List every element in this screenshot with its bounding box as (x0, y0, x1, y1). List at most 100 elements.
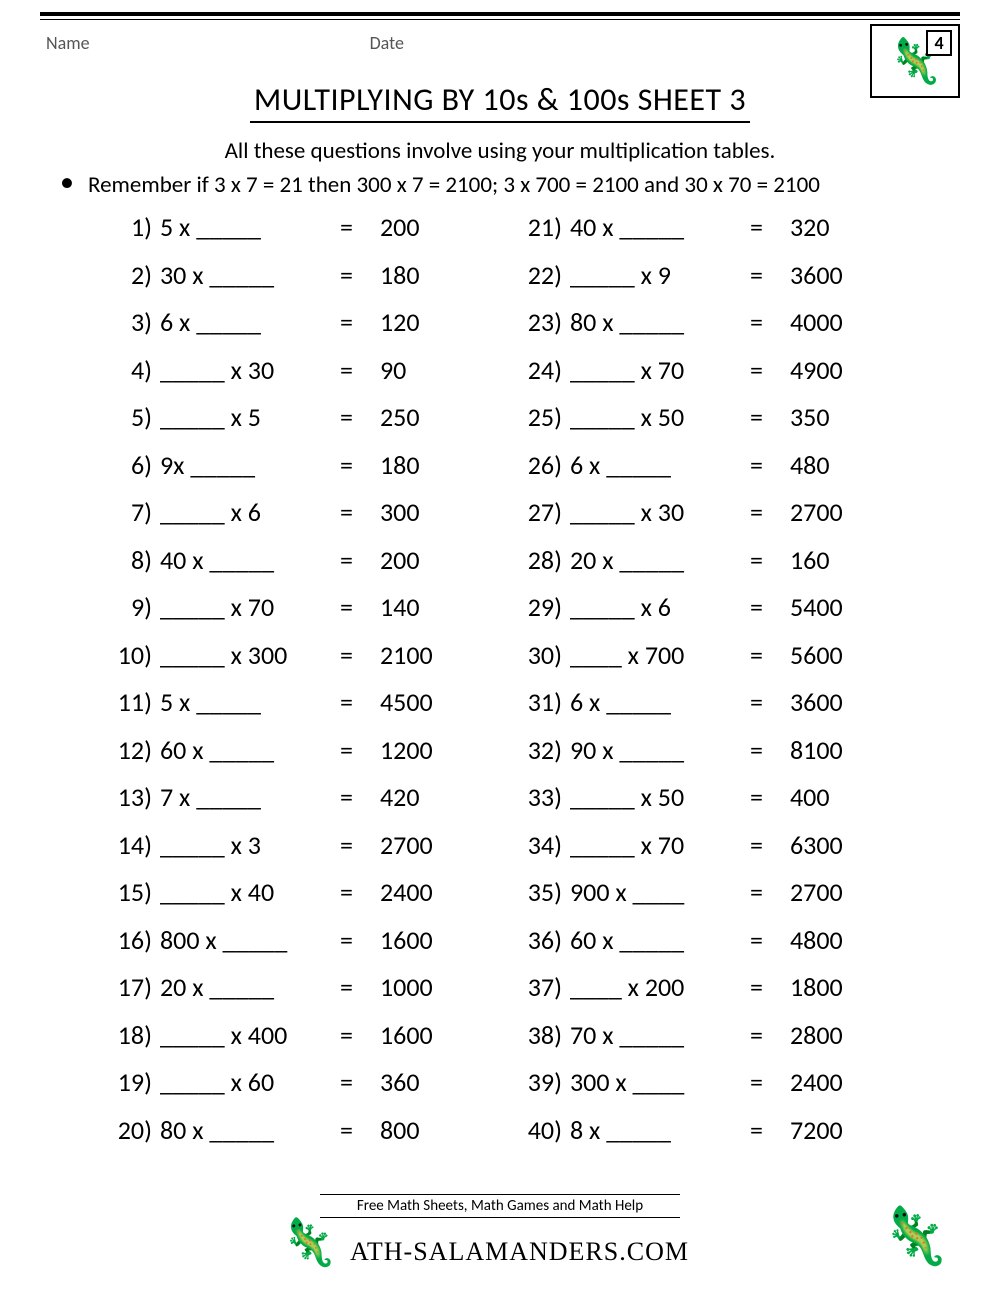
equals-sign: = (340, 544, 380, 576)
question-answer: 480 (790, 449, 880, 481)
name-label: Name (46, 32, 90, 54)
question-expression: 6 x _____ (570, 686, 750, 718)
question-number: 30) (510, 639, 570, 671)
question-expression: 30 x _____ (160, 259, 340, 291)
equals-sign: = (750, 496, 790, 528)
question-number: 2) (100, 259, 160, 291)
equals-sign: = (750, 734, 790, 766)
equals-sign: = (750, 686, 790, 718)
question-answer: 140 (380, 591, 470, 623)
question-number: 38) (510, 1019, 570, 1051)
question-expression: _____ x 6 (570, 591, 750, 623)
question-answer: 3600 (790, 259, 880, 291)
question-number: 36) (510, 924, 570, 956)
question-expression: 20 x _____ (570, 544, 750, 576)
problem-row: 31)6 x _____=3600 (510, 686, 880, 734)
question-number: 37) (510, 971, 570, 1003)
problem-row: 16)800 x _____=1600 (100, 924, 470, 972)
question-number: 23) (510, 306, 570, 338)
question-expression: 90 x _____ (570, 734, 750, 766)
equals-sign: = (340, 1114, 380, 1146)
question-answer: 2700 (790, 496, 880, 528)
question-expression: 800 x _____ (160, 924, 340, 956)
equals-sign: = (340, 401, 380, 433)
question-expression: ____ x 700 (570, 639, 750, 671)
equals-sign: = (340, 354, 380, 386)
question-answer: 400 (790, 781, 880, 813)
problem-row: 40)8 x _____=7200 (510, 1114, 880, 1162)
problem-row: 11)5 x _____=4500 (100, 686, 470, 734)
question-expression: 60 x _____ (160, 734, 340, 766)
equals-sign: = (750, 876, 790, 908)
question-number: 31) (510, 686, 570, 718)
equals-sign: = (340, 639, 380, 671)
question-expression: 9x _____ (160, 449, 340, 481)
problem-row: 22)_____ x 9=3600 (510, 259, 880, 307)
question-answer: 360 (380, 1066, 470, 1098)
question-number: 1) (100, 211, 160, 243)
question-answer: 250 (380, 401, 470, 433)
footer-tagline: Free Math Sheets, Math Games and Math He… (320, 1194, 680, 1218)
question-number: 35) (510, 876, 570, 908)
question-number: 3) (100, 306, 160, 338)
question-number: 39) (510, 1066, 570, 1098)
question-answer: 300 (380, 496, 470, 528)
problem-row: 37)____ x 200=1800 (510, 971, 880, 1019)
problem-row: 38)70 x _____=2800 (510, 1019, 880, 1067)
problem-row: 13)7 x _____=420 (100, 781, 470, 829)
equals-sign: = (340, 686, 380, 718)
question-expression: 6 x _____ (160, 306, 340, 338)
problem-row: 12)60 x _____=1200 (100, 734, 470, 782)
question-number: 7) (100, 496, 160, 528)
question-expression: _____ x 60 (160, 1066, 340, 1098)
question-number: 20) (100, 1114, 160, 1146)
question-number: 18) (100, 1019, 160, 1051)
question-answer: 2800 (790, 1019, 880, 1051)
question-number: 34) (510, 829, 570, 861)
question-answer: 2700 (380, 829, 470, 861)
question-number: 12) (100, 734, 160, 766)
equals-sign: = (750, 781, 790, 813)
problem-row: 2)30 x _____=180 (100, 259, 470, 307)
question-expression: 5 x _____ (160, 211, 340, 243)
equals-sign: = (750, 401, 790, 433)
problem-row: 9)_____ x 70=140 (100, 591, 470, 639)
equals-sign: = (340, 259, 380, 291)
question-number: 5) (100, 401, 160, 433)
question-answer: 2400 (380, 876, 470, 908)
question-expression: 70 x _____ (570, 1019, 750, 1051)
question-answer: 1600 (380, 924, 470, 956)
equals-sign: = (750, 306, 790, 338)
question-answer: 200 (380, 211, 470, 243)
question-expression: _____ x 40 (160, 876, 340, 908)
question-number: 8) (100, 544, 160, 576)
question-expression: 20 x _____ (160, 971, 340, 1003)
problem-row: 26)6 x _____=480 (510, 449, 880, 497)
question-number: 21) (510, 211, 570, 243)
footer-site-name: ATH-SALAMANDERS.COM (350, 1237, 689, 1267)
problem-row: 33)_____ x 50=400 (510, 781, 880, 829)
question-expression: 900 x ____ (570, 876, 750, 908)
equals-sign: = (340, 496, 380, 528)
equals-sign: = (340, 591, 380, 623)
question-expression: _____ x 3 (160, 829, 340, 861)
question-answer: 5600 (790, 639, 880, 671)
question-answer: 120 (380, 306, 470, 338)
footer-gecko-icon: 🦎 (880, 1203, 950, 1271)
equals-sign: = (340, 781, 380, 813)
question-answer: 180 (380, 259, 470, 291)
equals-sign: = (340, 1066, 380, 1098)
problem-row: 20)80 x _____=800 (100, 1114, 470, 1162)
question-answer: 90 (380, 354, 470, 386)
question-answer: 1000 (380, 971, 470, 1003)
question-expression: ____ x 200 (570, 971, 750, 1003)
question-expression: 8 x _____ (570, 1114, 750, 1146)
equals-sign: = (340, 876, 380, 908)
question-answer: 4000 (790, 306, 880, 338)
question-expression: 6 x _____ (570, 449, 750, 481)
problem-row: 4)_____ x 30=90 (100, 354, 470, 402)
footer: 🦎 Free Math Sheets, Math Games and Math … (40, 1181, 960, 1271)
question-number: 9) (100, 591, 160, 623)
problem-row: 35)900 x ____=2700 (510, 876, 880, 924)
problem-row: 18)_____ x 400=1600 (100, 1019, 470, 1067)
